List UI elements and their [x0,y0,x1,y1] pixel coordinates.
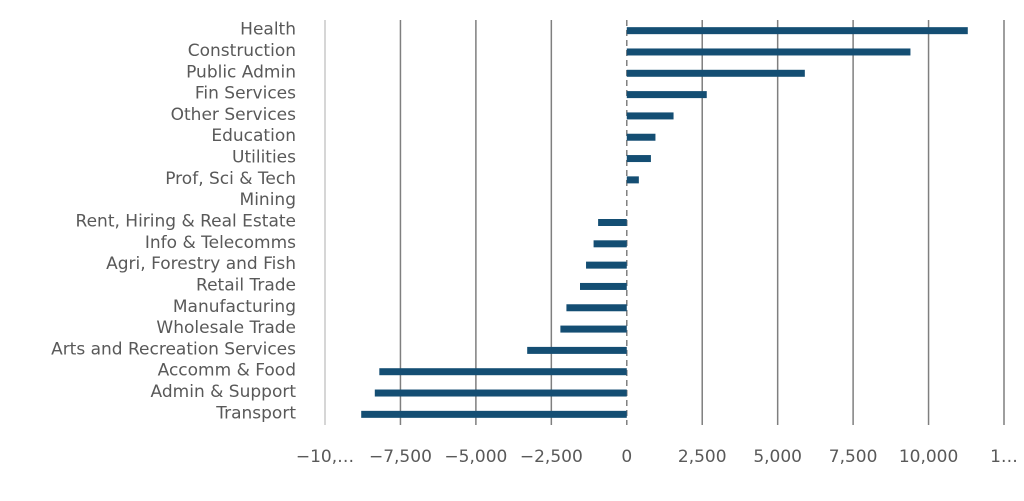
bar [626,48,911,56]
bar [626,133,656,141]
bar [560,325,627,333]
x-tick-label: −10,… [296,447,354,467]
bar [593,240,627,248]
bar [379,368,627,376]
x-tick-label: −2,500 [520,447,583,467]
x-tick-label: 7,500 [829,447,878,467]
bar [626,91,707,99]
y-tick-label: Construction [188,41,296,61]
bar [626,112,674,120]
y-tick-label: Manufacturing [173,297,296,317]
bar [527,346,627,354]
bar [626,155,651,163]
y-tick-label: Public Admin [186,62,296,82]
x-tick-label: −7,500 [369,447,432,467]
y-tick-label: Transport [215,403,296,423]
x-tick-label: 2,500 [678,447,727,467]
x-tick-label: −5,000 [444,447,507,467]
x-tick-label: 10,000 [899,447,958,467]
bar [586,261,627,269]
y-tick-label: Mining [240,190,296,210]
y-tick-label: Arts and Recreation Services [51,339,296,359]
y-tick-label: Rent, Hiring & Real Estate [76,212,296,232]
bar [626,69,805,77]
x-tick-label: 1… [990,447,1018,467]
y-tick-label: Agri, Forestry and Fish [106,254,296,274]
y-tick-label: Admin & Support [151,382,297,402]
x-tick-label: 5,000 [753,447,802,467]
bar [626,27,968,35]
bar [374,389,627,397]
bar [361,410,627,418]
x-tick-label: 0 [621,447,632,467]
bar [626,176,639,184]
y-tick-label: Other Services [171,105,297,125]
bar [580,282,627,290]
y-tick-label: Retail Trade [196,275,296,295]
bar [566,304,627,312]
y-tick-label: Fin Services [195,84,296,104]
y-tick-label: Info & Telecomms [145,233,296,253]
bar [598,219,627,226]
y-tick-label: Education [211,126,296,146]
y-tick-label: Prof, Sci & Tech [165,169,296,189]
y-tick-label: Accomm & Food [158,361,296,381]
y-tick-label: Health [240,20,296,40]
y-tick-label: Wholesale Trade [156,318,296,338]
y-tick-label: Utilities [232,148,296,168]
